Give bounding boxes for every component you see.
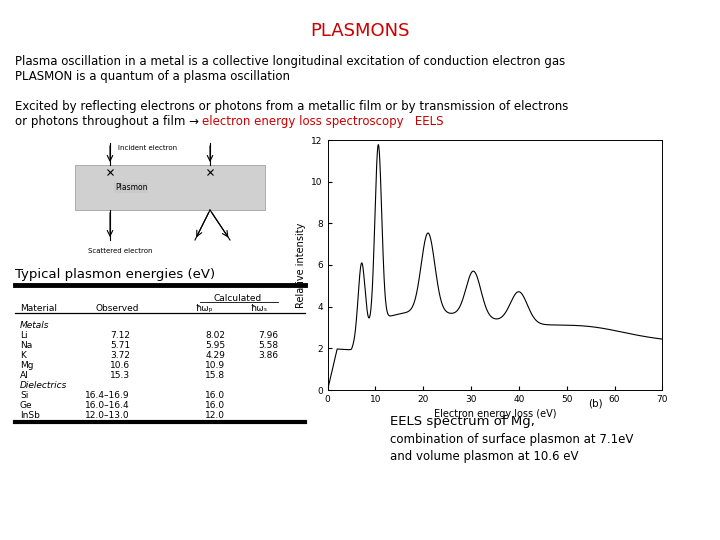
Text: 10.9: 10.9 — [205, 361, 225, 370]
Text: electron energy loss spectroscopy   EELS: electron energy loss spectroscopy EELS — [202, 115, 444, 128]
Text: Incident electron: Incident electron — [118, 145, 177, 151]
Text: Dielectrics: Dielectrics — [20, 381, 68, 390]
Text: 10.6: 10.6 — [110, 361, 130, 370]
Text: Observed: Observed — [95, 304, 138, 313]
Text: Calculated: Calculated — [214, 294, 262, 303]
Text: 4.29: 4.29 — [205, 351, 225, 360]
Text: 5.58: 5.58 — [258, 341, 278, 350]
Text: 7.96: 7.96 — [258, 331, 278, 340]
Text: Metals: Metals — [20, 321, 50, 330]
Text: combination of surface plasmon at 7.1eV: combination of surface plasmon at 7.1eV — [390, 433, 634, 446]
Text: 12.0: 12.0 — [205, 411, 225, 420]
Bar — [75, 165, 265, 210]
Text: 15.3: 15.3 — [110, 371, 130, 380]
Text: (b): (b) — [588, 398, 603, 408]
Text: Scattered electron: Scattered electron — [88, 248, 153, 254]
Text: 16.4–16.9: 16.4–16.9 — [86, 391, 130, 400]
Text: 3.86: 3.86 — [258, 351, 278, 360]
Text: 8.02: 8.02 — [205, 331, 225, 340]
Text: or photons throughout a film →: or photons throughout a film → — [15, 115, 203, 128]
Text: 12.0–13.0: 12.0–13.0 — [86, 411, 130, 420]
Text: 16.0: 16.0 — [205, 401, 225, 410]
Text: Al: Al — [20, 371, 29, 380]
Text: PLASMONS: PLASMONS — [310, 22, 410, 40]
Text: Mg: Mg — [20, 361, 34, 370]
Text: 5.95: 5.95 — [205, 341, 225, 350]
Text: Ge: Ge — [20, 401, 32, 410]
Text: 16.0: 16.0 — [205, 391, 225, 400]
X-axis label: Electron energy loss (eV): Electron energy loss (eV) — [433, 409, 557, 420]
Text: Li: Li — [20, 331, 27, 340]
Text: Na: Na — [20, 341, 32, 350]
Text: 5.71: 5.71 — [110, 341, 130, 350]
Text: Typical plasmon energies (eV): Typical plasmon energies (eV) — [15, 268, 215, 281]
Text: Excited by reflecting electrons or photons from a metallic film or by transmissi: Excited by reflecting electrons or photo… — [15, 100, 568, 113]
Text: K: K — [20, 351, 26, 360]
Text: Material: Material — [20, 304, 57, 313]
Text: PLASMON is a quantum of a plasma oscillation: PLASMON is a quantum of a plasma oscilla… — [15, 70, 290, 83]
Text: and volume plasmon at 10.6 eV: and volume plasmon at 10.6 eV — [390, 450, 578, 463]
Text: ħωₚ: ħωₚ — [195, 304, 212, 313]
Text: Plasmon: Plasmon — [115, 184, 148, 192]
Text: InSb: InSb — [20, 411, 40, 420]
Text: EELS spectrum of Mg,: EELS spectrum of Mg, — [390, 415, 535, 428]
Text: Si: Si — [20, 391, 28, 400]
Text: 15.8: 15.8 — [205, 371, 225, 380]
Text: ħωₛ: ħωₛ — [250, 304, 267, 313]
Text: 16.0–16.4: 16.0–16.4 — [86, 401, 130, 410]
Text: Plasma oscillation in a metal is a collective longitudinal excitation of conduct: Plasma oscillation in a metal is a colle… — [15, 55, 565, 68]
Y-axis label: Relative intensity: Relative intensity — [296, 222, 306, 308]
Text: 7.12: 7.12 — [110, 331, 130, 340]
Text: 3.72: 3.72 — [110, 351, 130, 360]
